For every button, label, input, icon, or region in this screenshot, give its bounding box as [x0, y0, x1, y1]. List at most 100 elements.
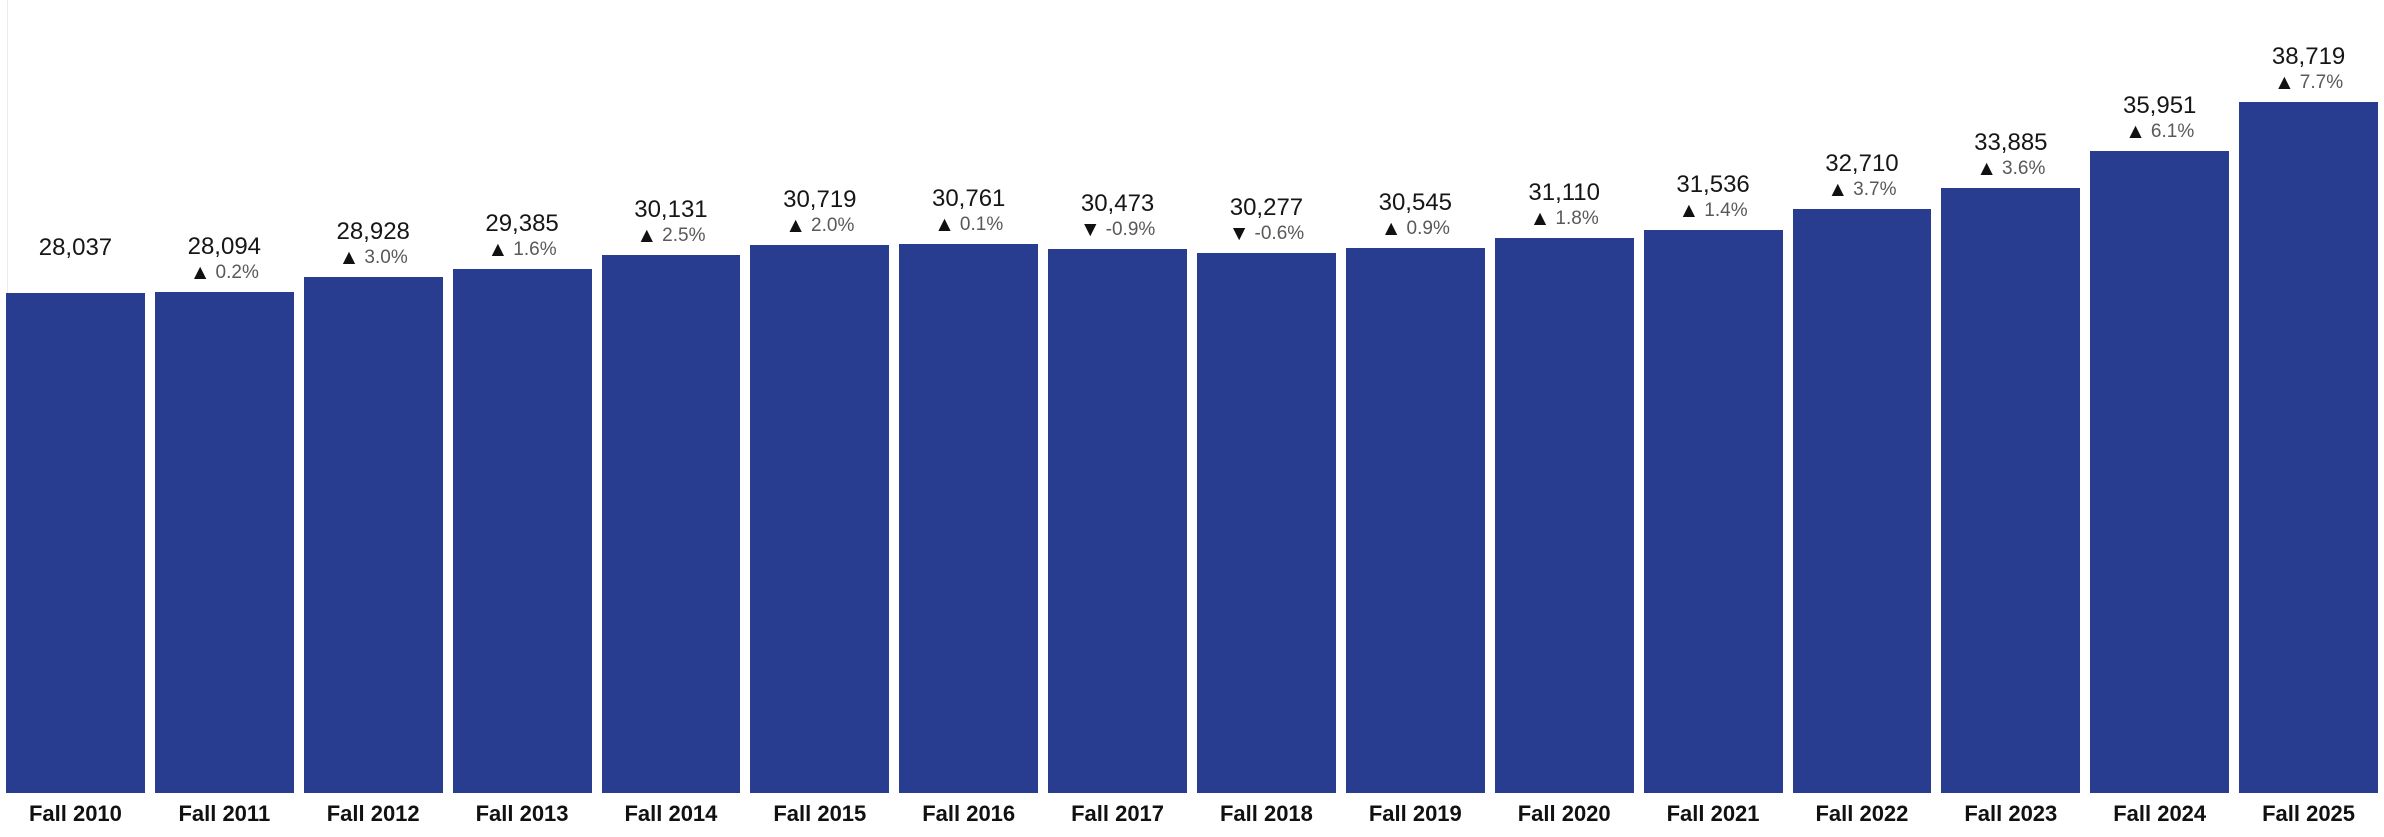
bar[interactable]	[1941, 188, 2081, 793]
change-percent: 0.2%	[215, 262, 259, 283]
bar-value-label: 29,385	[485, 210, 559, 237]
bar-change-label: ▲ 3.0%	[339, 246, 408, 269]
bar[interactable]	[1345, 248, 1485, 793]
bar-change-label: ▲ 6.1%	[2125, 120, 2194, 143]
bar-change-label: ▼ -0.6%	[1229, 222, 1304, 245]
change-percent: -0.6%	[1254, 223, 1305, 244]
bar-value-label: 31,536	[1676, 171, 1750, 198]
bar[interactable]	[750, 245, 890, 793]
bar-value-label: 33,885	[1974, 129, 2048, 156]
bar-change-label: ▲ 3.7%	[1827, 178, 1896, 201]
x-axis-label: Fall 2021	[1666, 801, 1760, 826]
bar-value-label: 30,761	[931, 185, 1006, 212]
change-percent: 2.0%	[811, 215, 855, 236]
bar[interactable]	[899, 244, 1039, 793]
bar-change-label: ▲ 2.0%	[785, 214, 854, 237]
x-axis: Fall 2010 Fall 2011 Fall 2012 Fall 2013 Fall…	[6, 793, 2378, 837]
change-up-icon: ▲	[1678, 199, 1700, 222]
bar[interactable]	[2090, 151, 2230, 793]
bar-value-label: 38,719	[2271, 43, 2346, 70]
change-percent: -0.9%	[1105, 219, 1156, 240]
bar-column: 38,719 ▲ 7.7%	[2239, 43, 2378, 793]
bar-column: 28,094 ▲ 0.2%	[154, 233, 294, 793]
x-axis-label: Fall 2018	[1219, 801, 1313, 826]
change-up-icon: ▲	[1976, 157, 1998, 180]
change-percent: 3.0%	[364, 247, 408, 268]
bar[interactable]	[6, 293, 145, 793]
bar-value-label: 28,094	[187, 233, 262, 260]
bar[interactable]	[154, 292, 294, 793]
x-axis-label: Fall 2015	[773, 801, 867, 826]
change-up-icon: ▲	[636, 224, 658, 247]
bar-change-label: ▲ 3.6%	[1976, 157, 2045, 180]
bar[interactable]	[452, 269, 592, 793]
bar-column: 32,710 ▲ 3.7%	[1792, 150, 1932, 793]
bar-change-label: ▲ 1.6%	[488, 238, 557, 261]
bar-value-label: 30,131	[634, 196, 708, 223]
x-axis-label: Fall 2014	[624, 801, 718, 826]
change-percent: 6.1%	[2150, 121, 2195, 142]
change-down-icon: ▼	[1079, 218, 1101, 241]
bar-value-label: 30,277	[1229, 194, 1304, 221]
bar-change-label: ▼ -0.9%	[1080, 218, 1155, 241]
x-axis-label: Fall 2020	[1517, 801, 1611, 826]
x-axis-label: Fall 2023	[1964, 801, 2058, 826]
plot-area: 28,037 28,094 ▲ 0.2% 28,928 ▲ 3.0% 29,385 ▲ 1.6% 3…	[6, 0, 2378, 793]
change-up-icon: ▲	[1529, 207, 1551, 230]
bar[interactable]	[1643, 230, 1783, 793]
bar-change-label: ▲ 2.5%	[636, 224, 705, 247]
bar[interactable]	[1494, 238, 1634, 793]
bar-value-label: 28,928	[336, 218, 410, 245]
bar-column: 30,545 ▲ 0.9%	[1345, 189, 1485, 793]
change-up-icon: ▲	[934, 213, 955, 236]
x-axis-label: Fall 2012	[326, 801, 420, 826]
x-axis-label: Fall 2010	[28, 801, 122, 826]
change-percent: 0.9%	[1406, 218, 1450, 239]
bar-change-label: ▲ 0.2%	[190, 261, 259, 284]
change-percent: 0.1%	[959, 214, 1004, 235]
bar-value-label: 30,719	[783, 186, 857, 213]
bar-column: 30,761 ▲ 0.1%	[899, 185, 1039, 793]
change-up-icon: ▲	[1380, 217, 1402, 240]
x-axis-label: Fall 2017	[1071, 801, 1165, 826]
change-up-icon: ▲	[785, 214, 807, 237]
change-down-icon: ▼	[1228, 222, 1250, 245]
bar-change-label: ▲ 1.8%	[1530, 207, 1599, 230]
change-up-icon: ▲	[338, 246, 360, 269]
bar[interactable]	[2239, 102, 2378, 793]
bar[interactable]	[1048, 249, 1187, 793]
change-up-icon: ▲	[2274, 71, 2295, 94]
bar-column: 30,719 ▲ 2.0%	[750, 186, 890, 793]
change-percent: 1.6%	[513, 239, 557, 260]
x-axis-label: Fall 2025	[2262, 801, 2356, 826]
change-percent: 1.4%	[1704, 200, 1748, 221]
x-axis-label: Fall 2024	[2113, 801, 2207, 826]
change-up-icon: ▲	[189, 261, 211, 284]
change-percent: 3.6%	[2002, 158, 2046, 179]
bar-value-label: 28,037	[38, 234, 113, 261]
change-percent: 2.5%	[662, 225, 706, 246]
x-axis-label: Fall 2022	[1815, 801, 1909, 826]
bar-column: 31,110 ▲ 1.8%	[1494, 179, 1634, 793]
bar-change-label: ▲ 0.9%	[1381, 217, 1450, 240]
change-up-icon: ▲	[487, 238, 509, 261]
bar-column: 30,277 ▼ -0.6%	[1197, 194, 1336, 793]
change-percent: 7.7%	[2299, 72, 2344, 93]
bar-change-label: ▲ 1.4%	[1679, 199, 1748, 222]
bar-column: 28,928 ▲ 3.0%	[303, 218, 443, 793]
bar-value-label: 35,951	[2122, 92, 2197, 119]
bar-value-label: 30,473	[1080, 190, 1155, 217]
x-axis-label: Fall 2013	[475, 801, 569, 826]
change-percent: 1.8%	[1555, 208, 1599, 229]
bar[interactable]	[1792, 209, 1932, 793]
bar-change-label: ▲ 7.7%	[2274, 71, 2343, 94]
bar-value-label: 30,545	[1378, 189, 1453, 216]
bar-column: 29,385 ▲ 1.6%	[452, 210, 592, 793]
bar-column: 33,885 ▲ 3.6%	[1941, 129, 2081, 793]
bar[interactable]	[1197, 253, 1336, 793]
bar-column: 30,473 ▼ -0.9%	[1048, 190, 1187, 793]
x-axis-label: Fall 2016	[922, 801, 1016, 826]
bar[interactable]	[601, 255, 741, 793]
bar[interactable]	[303, 277, 443, 793]
